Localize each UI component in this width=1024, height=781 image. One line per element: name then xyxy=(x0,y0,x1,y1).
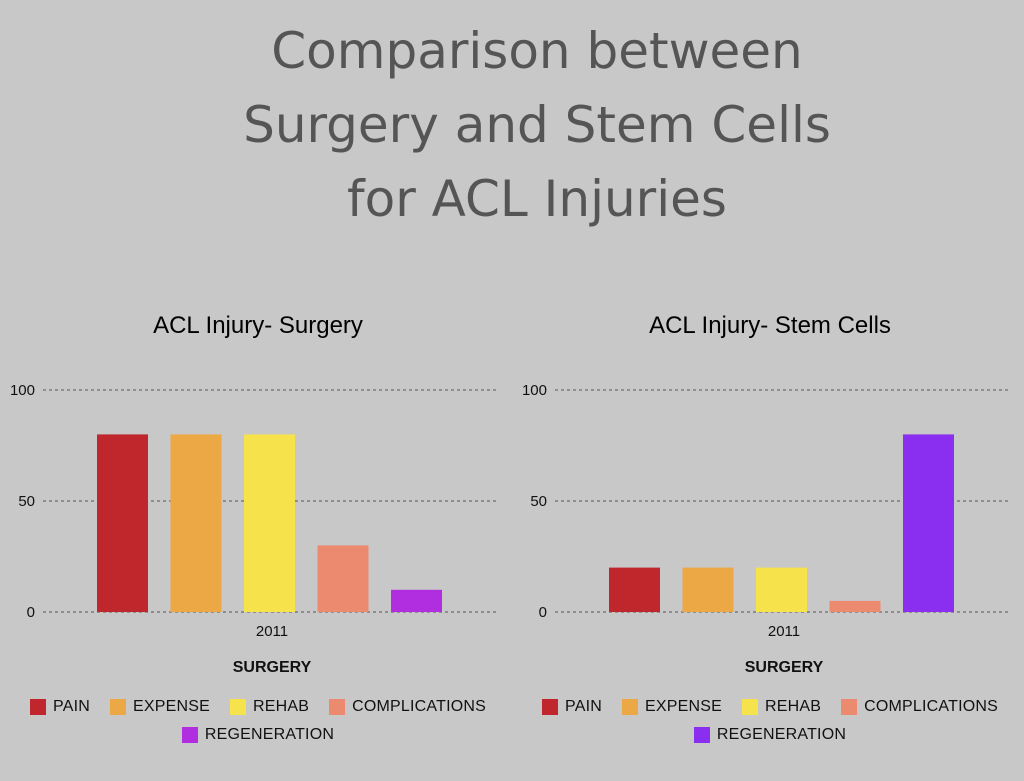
legend-item-expense: EXPENSE xyxy=(621,697,722,717)
legend-item-rehab: REHAB xyxy=(229,697,310,717)
legend-label: EXPENSE xyxy=(644,698,722,715)
legend-swatch xyxy=(841,699,858,715)
chart-surgery-plot: ACL Injury- Surgery 0 50 100 2011 SURGERY xyxy=(10,312,498,676)
legend-item-regeneration: REGENERATION xyxy=(693,725,847,745)
legend-swatch xyxy=(741,699,758,715)
y-tick-label: 50 xyxy=(530,493,547,510)
y-tick-label: 0 xyxy=(539,604,547,621)
legend-item-complications: COMPLICATIONS xyxy=(329,697,486,717)
legend-item-pain: PAIN xyxy=(542,697,602,717)
bar-rehab xyxy=(244,434,295,612)
legend-swatch xyxy=(229,699,246,715)
legend-label: COMPLICATIONS xyxy=(352,698,486,715)
legend-item-pain: PAIN xyxy=(30,697,90,717)
legend-item-regeneration: REGENERATION xyxy=(181,725,335,745)
chart-stem-cells-plot: ACL Injury- Stem Cells 0 50 100 2011 SURGERY xyxy=(522,312,1010,676)
bar-expense xyxy=(682,567,734,612)
page-title-line-2: Surgery and Stem Cells xyxy=(243,96,831,154)
chart-stem-cells-legend: PAIN EXPENSE REHAB COMPLICATIONS REGENERATIO… xyxy=(520,697,1020,745)
legend-label: REHAB xyxy=(252,698,310,715)
bar-regeneration xyxy=(903,434,954,612)
legend-swatch xyxy=(542,699,559,715)
legend-item-rehab: REHAB xyxy=(741,697,822,717)
chart-stem-cells: ACL Injury- Stem Cells 0 50 100 2011 SURGERY … xyxy=(520,290,1020,770)
page-title: Comparison between Surgery and Stem Cell… xyxy=(0,14,1024,236)
x-axis-label: SURGERY xyxy=(233,659,312,676)
chart-surgery-legend: PAIN EXPENSE REHAB COMPLICATIONS REGENERATIO… xyxy=(8,697,508,745)
bar-pain xyxy=(609,567,660,612)
chart-title: ACL Injury- Stem Cells xyxy=(649,312,891,339)
legend-label: PAIN xyxy=(53,698,90,715)
bar-rehab xyxy=(756,567,807,612)
y-tick-label: 100 xyxy=(10,382,35,399)
legend-label: REGENERATION xyxy=(204,726,335,743)
page-title-line-1: Comparison between xyxy=(271,22,803,80)
legend-item-complications: COMPLICATIONS xyxy=(841,697,998,717)
legend-swatch xyxy=(30,699,47,715)
bar-complications xyxy=(829,600,881,612)
chart-surgery: ACL Injury- Surgery 0 50 100 2011 SURGERY PAI… xyxy=(8,290,508,770)
bar-complications xyxy=(317,545,369,612)
x-tick-label: 2011 xyxy=(256,623,288,640)
y-tick-label: 0 xyxy=(27,604,35,621)
legend-swatch xyxy=(329,699,346,715)
legend-label: COMPLICATIONS xyxy=(864,698,998,715)
page-title-line-3: for ACL Injuries xyxy=(347,170,727,228)
legend-swatch xyxy=(109,699,126,715)
legend-swatch xyxy=(693,727,710,743)
y-tick-label: 50 xyxy=(18,493,35,510)
bar-pain xyxy=(97,434,148,612)
legend-item-expense: EXPENSE xyxy=(109,697,210,717)
chart-title: ACL Injury- Surgery xyxy=(153,312,363,339)
y-tick-label: 100 xyxy=(522,382,547,399)
legend-swatch xyxy=(621,699,638,715)
legend-label: PAIN xyxy=(565,698,602,715)
bar-regeneration xyxy=(391,589,442,612)
x-tick-label: 2011 xyxy=(768,623,800,640)
bar-expense xyxy=(170,434,222,612)
legend-label: REGENERATION xyxy=(716,726,847,743)
legend-swatch xyxy=(181,727,198,743)
x-axis-label: SURGERY xyxy=(745,659,824,676)
legend-label: EXPENSE xyxy=(132,698,210,715)
legend-label: REHAB xyxy=(764,698,822,715)
